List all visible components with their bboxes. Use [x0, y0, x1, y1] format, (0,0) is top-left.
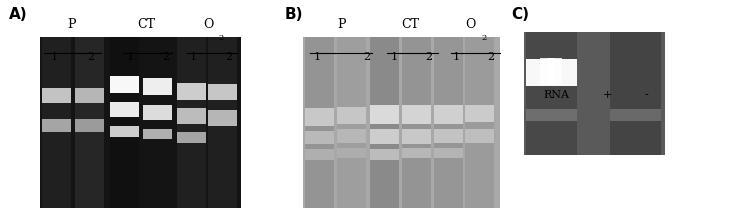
- Text: 2: 2: [363, 52, 370, 62]
- Text: -: -: [645, 90, 649, 100]
- Bar: [177, 37, 206, 208]
- Bar: [110, 76, 139, 93]
- Bar: [177, 83, 206, 100]
- Bar: [303, 37, 500, 208]
- Bar: [305, 131, 334, 144]
- Bar: [208, 110, 237, 125]
- Bar: [337, 148, 366, 158]
- Text: 2: 2: [218, 34, 224, 42]
- Bar: [305, 149, 334, 160]
- Bar: [526, 109, 577, 121]
- Bar: [75, 37, 104, 208]
- Text: P: P: [67, 18, 76, 31]
- Bar: [177, 132, 206, 143]
- Bar: [434, 129, 463, 143]
- Bar: [110, 102, 139, 117]
- Bar: [610, 109, 661, 121]
- Text: B): B): [285, 7, 303, 22]
- Text: O: O: [203, 18, 213, 31]
- Bar: [177, 108, 206, 124]
- Bar: [337, 107, 366, 124]
- Text: C): C): [511, 7, 529, 22]
- Bar: [526, 59, 577, 86]
- Bar: [548, 58, 555, 85]
- Text: 1: 1: [453, 52, 460, 62]
- Bar: [402, 37, 431, 208]
- Text: RNA: RNA: [543, 90, 569, 100]
- Bar: [143, 129, 172, 139]
- Text: CT: CT: [402, 18, 419, 31]
- Bar: [208, 85, 237, 100]
- Bar: [305, 37, 334, 208]
- Bar: [465, 129, 494, 143]
- Text: 2: 2: [87, 52, 94, 62]
- Bar: [143, 105, 172, 120]
- Bar: [208, 37, 237, 208]
- Bar: [40, 37, 241, 208]
- Bar: [143, 37, 172, 208]
- Bar: [465, 37, 494, 208]
- Bar: [75, 119, 104, 132]
- Bar: [42, 119, 71, 132]
- Bar: [370, 37, 399, 208]
- Bar: [402, 129, 431, 144]
- Text: CT: CT: [137, 18, 155, 31]
- Bar: [75, 88, 104, 103]
- Bar: [370, 105, 399, 124]
- Bar: [337, 129, 366, 143]
- Bar: [610, 32, 661, 155]
- Text: O: O: [466, 18, 476, 31]
- Text: 1: 1: [126, 52, 134, 62]
- Bar: [524, 32, 665, 155]
- Bar: [526, 59, 577, 86]
- Bar: [42, 37, 71, 208]
- Text: +: +: [603, 90, 612, 100]
- Bar: [434, 105, 463, 124]
- Text: 2: 2: [162, 52, 169, 62]
- Text: 2: 2: [225, 52, 232, 62]
- Text: P: P: [337, 18, 346, 31]
- Text: 2: 2: [487, 52, 494, 62]
- Bar: [402, 105, 431, 124]
- Text: A): A): [9, 7, 28, 22]
- Text: 2: 2: [481, 34, 487, 42]
- Text: 2: 2: [425, 52, 432, 62]
- Bar: [540, 58, 562, 85]
- Bar: [402, 148, 431, 158]
- Bar: [526, 32, 577, 155]
- Bar: [434, 37, 463, 208]
- Bar: [370, 149, 399, 160]
- Bar: [110, 37, 139, 208]
- Bar: [42, 88, 71, 103]
- Text: 1: 1: [50, 52, 58, 62]
- Text: 1: 1: [189, 52, 196, 62]
- Text: 1: 1: [314, 52, 321, 62]
- Bar: [434, 148, 463, 158]
- Bar: [337, 37, 366, 208]
- Bar: [305, 108, 334, 125]
- Bar: [143, 78, 172, 95]
- Bar: [465, 105, 494, 122]
- Text: 1: 1: [391, 52, 398, 62]
- Bar: [370, 129, 399, 144]
- Bar: [110, 125, 139, 137]
